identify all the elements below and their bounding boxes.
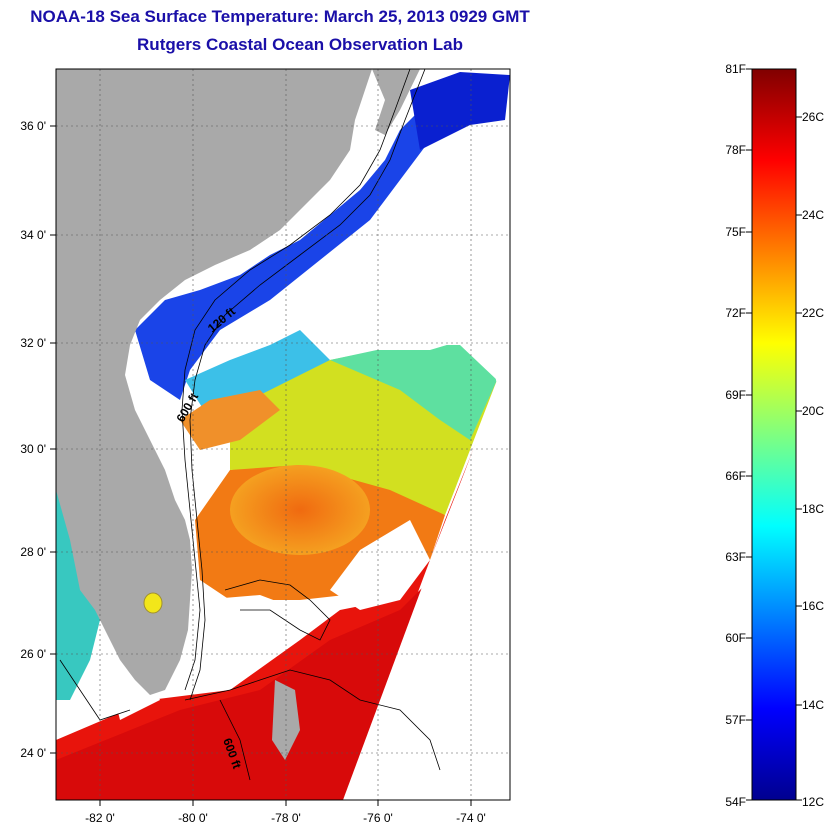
florida-west-shelf [56,490,100,700]
warm-eddy [230,465,370,555]
cbar-c-20: 20C [802,404,824,418]
shelf-orange [180,390,280,450]
nearshore-blue [410,72,510,150]
no-data-east [343,385,510,800]
green-cyan-water [330,345,497,440]
cbar-f-69: 69F [725,388,746,402]
map-subtitle: Rutgers Coastal Ocean Observation Lab [137,35,463,54]
lon-label-76: -76 0' [363,811,393,825]
cloud-band-2 [330,520,430,610]
coastal-blue-water [135,75,470,400]
lon-label-82: -82 0' [85,811,115,825]
cbar-f-72: 72F [725,306,746,320]
land-outer-banks [372,69,420,135]
cbar-f-57: 57F [725,713,746,727]
lake-okeechobee [143,592,163,614]
lat-label-30: 30 0' [20,442,46,456]
cbar-f-66: 66F [725,469,746,483]
lon-label-80: -80 0' [178,811,208,825]
lon-label-74: -74 0' [456,811,486,825]
red-water-south [56,580,430,800]
temperature-colorbar [751,68,797,801]
cloud-band-1 [320,230,497,350]
no-data-northeast [480,120,510,385]
map-title: NOAA-18 Sea Surface Temperature: March 2… [30,7,530,26]
lat-label-28: 28 0' [20,545,46,559]
cbar-f-81: 81F [725,62,746,76]
cbar-f-54: 54F [725,795,746,809]
cloud-band-4 [200,595,300,640]
cbar-c-22: 22C [802,306,824,320]
cbar-c-26: 26C [802,110,824,124]
cbar-c-12: 12C [802,795,824,809]
cbar-f-78: 78F [725,143,746,157]
land-southeast-us [56,69,372,695]
cbar-c-14: 14C [802,698,824,712]
bathymetry-contours [59,69,441,781]
shelf-cyan [185,330,330,420]
lat-label-24: 24 0' [20,746,46,760]
cbar-f-75: 75F [725,225,746,239]
cbar-f-60: 60F [725,631,746,645]
lat-label-36: 36 0' [20,119,46,133]
cbar-c-16: 16C [802,599,824,613]
graticule [56,69,510,800]
lon-label-78: -78 0' [271,811,301,825]
lat-label-34: 34 0' [20,228,46,242]
cbar-c-24: 24C [802,208,824,222]
lat-label-32: 32 0' [20,336,46,350]
cbar-c-18: 18C [802,502,824,516]
cbar-f-63: 63F [725,550,746,564]
lat-label-26: 26 0' [20,647,46,661]
map-border [55,68,511,801]
